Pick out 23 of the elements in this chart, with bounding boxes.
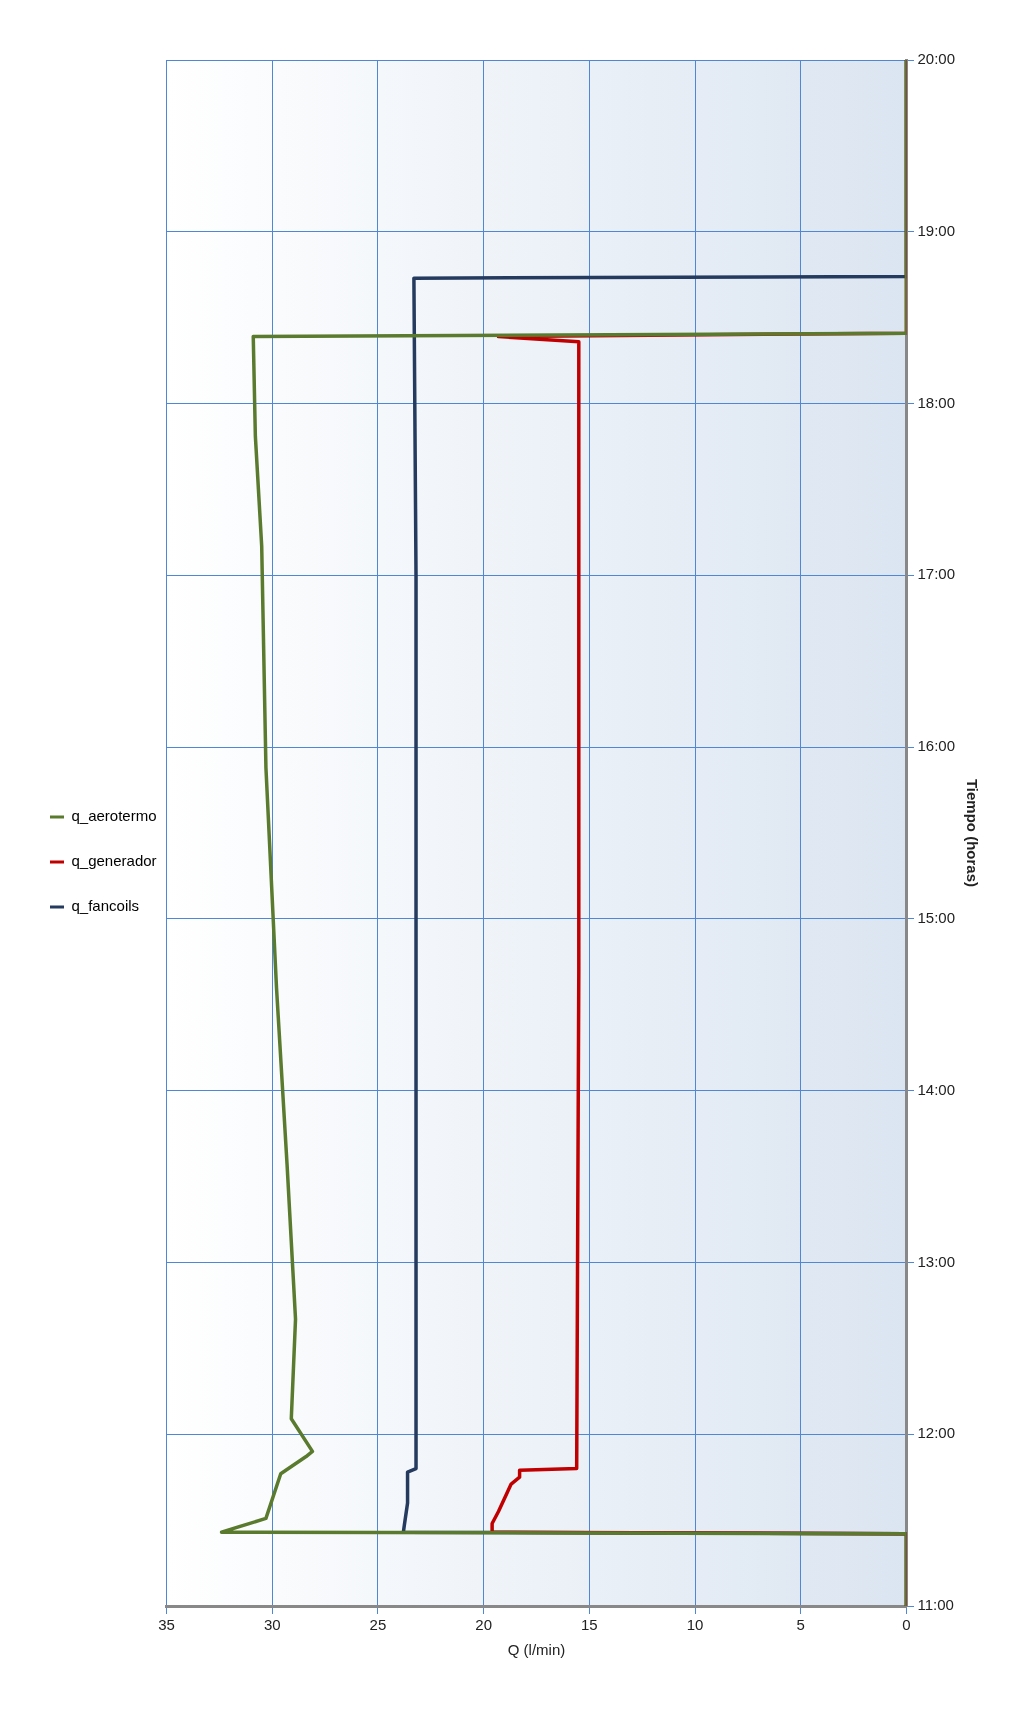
x-tick-label: 35 (158, 1616, 175, 1634)
x-tick-label: 0 (902, 1616, 911, 1634)
x-tick-label: 15 (581, 1616, 598, 1634)
y-tick-label: 18:00 (917, 393, 956, 411)
y-tick-label: 11:00 (917, 1596, 954, 1614)
y-tick-label: 20:00 (917, 50, 956, 68)
x-tick-label: 25 (369, 1616, 387, 1634)
legend-label: q_aerotermo (71, 807, 157, 825)
x-tick-label: 20 (475, 1616, 493, 1634)
x-tick-label: 30 (263, 1616, 281, 1634)
y-tick-label: 16:00 (917, 737, 956, 755)
legend-label: q_fancoils (71, 897, 140, 915)
y-tick-label: 19:00 (917, 221, 956, 239)
x-axis-title: Q (l/min) (507, 1641, 566, 1659)
y-tick-label: 15:00 (917, 909, 956, 927)
y-tick-label: 17:00 (917, 565, 956, 583)
y-axis-title: Tiempo (horas) (963, 778, 981, 888)
y-tick-label: 14:00 (917, 1080, 956, 1098)
x-tick-label: 5 (796, 1616, 805, 1634)
y-tick-label: 13:00 (917, 1252, 956, 1270)
y-tick-label: 12:00 (917, 1424, 956, 1442)
x-tick-label: 10 (686, 1616, 704, 1634)
legend-label: q_generador (71, 852, 157, 870)
